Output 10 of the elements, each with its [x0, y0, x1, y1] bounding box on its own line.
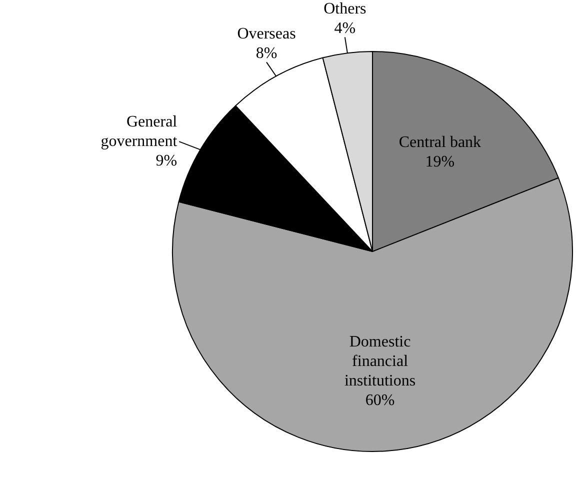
data-label: 8%: [256, 45, 278, 62]
data-label: 60%: [365, 392, 395, 410]
data-label: 9%: [156, 152, 178, 170]
data-label: 4%: [334, 20, 356, 38]
slice-label: Others: [324, 0, 366, 18]
data-label: 19%: [425, 154, 455, 171]
slice-label: Overseas: [237, 26, 296, 43]
slice-label: Central bank: [398, 134, 482, 151]
slice-label: Domestic financial institutions: [344, 333, 416, 390]
slice-label: General government: [100, 113, 178, 150]
